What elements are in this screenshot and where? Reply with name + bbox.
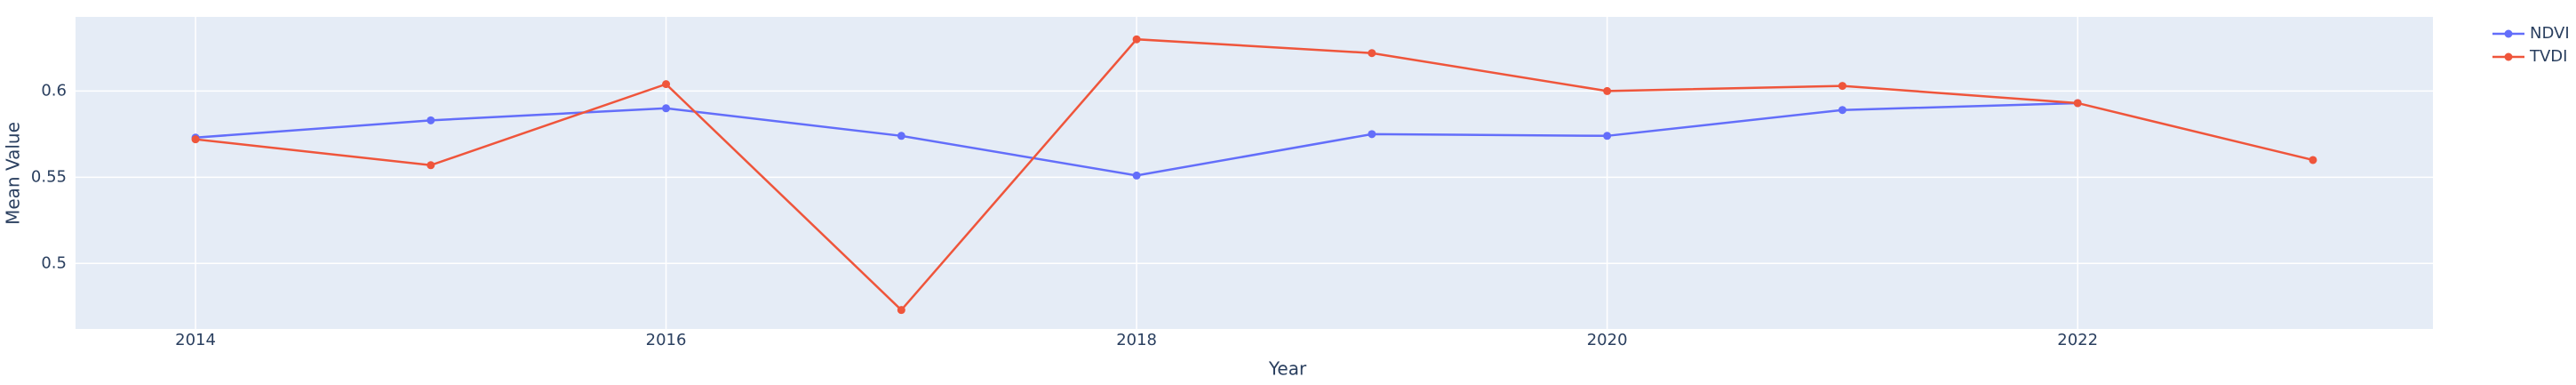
data-point xyxy=(2309,156,2317,164)
data-point xyxy=(1838,82,1846,91)
legend-swatch xyxy=(2504,29,2513,38)
data-point xyxy=(1838,106,1846,115)
y-tick-label: 0.55 xyxy=(31,167,67,186)
x-tick-label: 2018 xyxy=(1116,331,1157,349)
series-line xyxy=(195,37,2314,312)
data-point xyxy=(427,116,435,124)
data-point xyxy=(897,132,905,140)
data-point xyxy=(191,135,200,144)
data-point xyxy=(1368,49,1376,58)
data-point xyxy=(1368,130,1376,139)
data-point xyxy=(662,104,671,113)
x-tick-label: 2022 xyxy=(2057,331,2098,349)
y-axis-title: Mean Value xyxy=(3,122,24,225)
legend-label[interactable]: TVDI xyxy=(2529,47,2567,66)
data-point xyxy=(662,80,671,89)
y-tick-label: 0.5 xyxy=(41,253,67,272)
x-tick-label: 2020 xyxy=(1587,331,1628,349)
data-point xyxy=(897,306,905,315)
x-tick-label: 2014 xyxy=(175,331,216,349)
data-point xyxy=(1132,35,1141,44)
x-tick-label: 2016 xyxy=(646,331,687,349)
legend-swatch xyxy=(2504,52,2513,61)
data-point xyxy=(427,161,435,170)
data-point xyxy=(1603,132,1612,140)
y-tick-label: 0.6 xyxy=(41,81,67,100)
data-point xyxy=(1603,86,1612,95)
legend-label[interactable]: NDVI xyxy=(2530,24,2570,43)
data-point xyxy=(1132,171,1141,180)
data-point xyxy=(2073,99,2082,108)
plot-area xyxy=(76,17,2433,329)
x-axis-title: Year xyxy=(1268,358,1307,380)
